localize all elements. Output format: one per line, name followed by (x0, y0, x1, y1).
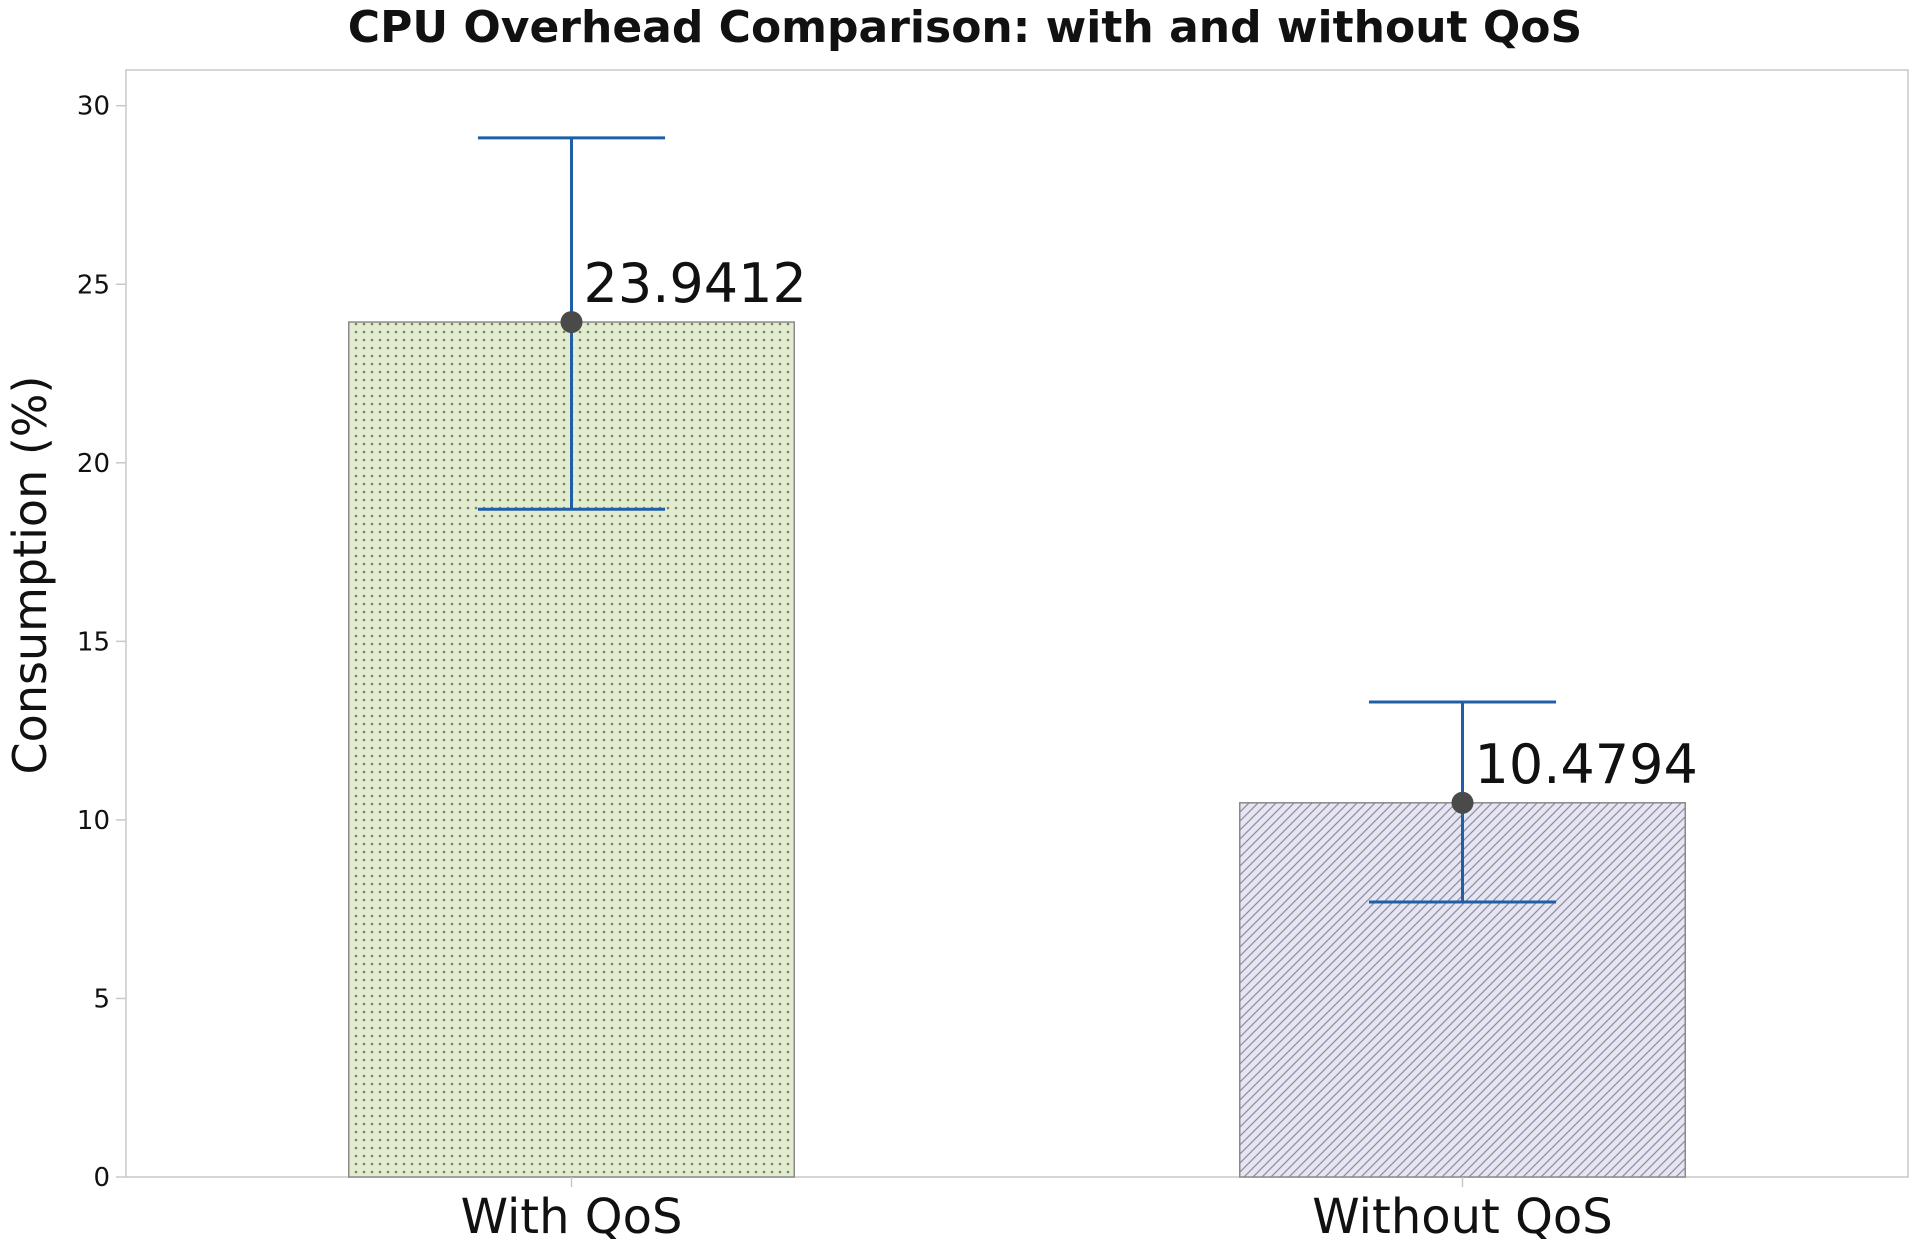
chart-title: CPU Overhead Comparison: with and withou… (348, 2, 1582, 53)
data-labels: 23.9412 10.4794 (584, 252, 1698, 796)
y-tick-label: 20 (77, 449, 110, 479)
y-tick-label: 25 (77, 270, 110, 300)
y-axis-label: Consumption (%) (3, 376, 57, 775)
x-tick-label: Without QoS (1312, 1189, 1612, 1241)
y-tick-label: 5 (93, 984, 110, 1014)
x-axis: With QoS Without QoS (461, 1177, 1613, 1245)
y-tick-label: 15 (77, 627, 110, 657)
data-label: 10.4794 (1475, 733, 1698, 796)
y-tick-label: 10 (77, 806, 110, 836)
x-tick-label: With QoS (461, 1189, 683, 1241)
data-label: 23.9412 (584, 252, 807, 315)
value-markers (560, 311, 1474, 814)
y-axis: 0 5 10 15 20 25 30 (77, 92, 126, 1193)
plot-frame (125, 69, 1909, 1178)
y-tick-label: 0 (93, 1163, 110, 1193)
value-marker (1451, 791, 1474, 814)
y-tick-label: 30 (77, 92, 110, 122)
value-marker (560, 311, 583, 334)
